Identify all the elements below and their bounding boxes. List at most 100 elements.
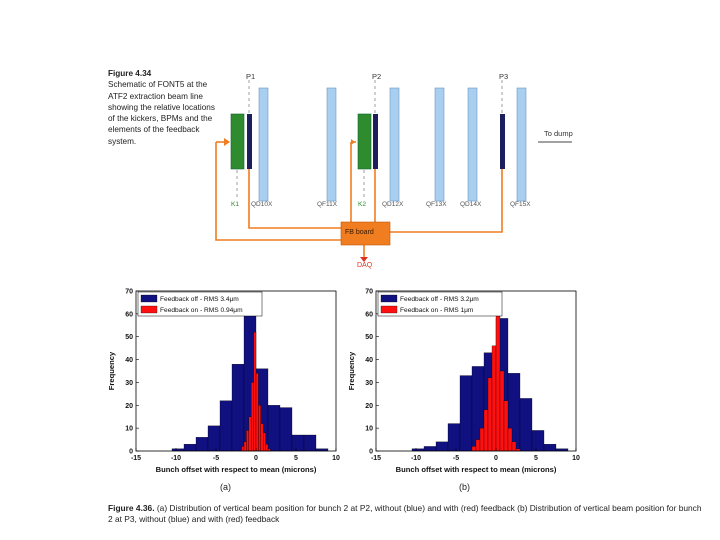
legend-entry: Feedback on - RMS 1μm [400,307,474,314]
legend-entry: Feedback off - RMS 3.4μm [160,296,239,303]
legend-swatch [140,294,158,303]
y-tick-label: 30 [125,380,133,387]
bar-feedback-off-1 [183,443,197,452]
label-k1: K1 [231,201,239,208]
bar-feedback-on-10 [511,441,517,452]
bar-feedback-on-3 [248,416,252,452]
bar-feedback-off-3 [447,423,461,452]
y-tick-label: 20 [365,403,373,410]
bar-feedback-on-8 [503,400,509,452]
bar-feedback-off-3 [207,425,221,452]
bar-feedback-on-0 [241,446,245,452]
beamline-elements [230,87,527,202]
y-tick-label: 10 [125,426,133,433]
label-qf15x: QF15X [510,201,531,208]
x-tick-label: -5 [453,455,459,462]
y-tick-label: 0 [129,449,133,456]
label-fb-board: FB board [345,229,374,236]
label-to-dump: To dump [544,129,573,138]
x-tick-label: 10 [332,455,340,462]
bar-feedback-off-4 [459,375,473,452]
schematic-caption-title: Figure 4.34 [108,69,152,78]
y-axis-label: Frequency [347,351,356,390]
bar-feedback-on-5 [491,345,497,452]
y-tick-label: 30 [365,380,373,387]
bar-feedback-off-10 [531,430,545,452]
histogram-caption-text: (a) Distribution of vertical beam positi… [108,503,702,524]
x-tick-label: -15 [371,455,381,462]
bar-feedback-on-2 [479,427,485,452]
bpm-p2 [373,114,378,169]
x-tick-label: -10 [411,455,421,462]
x-tick-label: 5 [534,455,538,462]
histogram-caption-prefix: Figure 4.36. [108,503,155,513]
legend-swatch [380,305,398,314]
x-tick-label: 0 [254,455,258,462]
label-qd12x: QD12X [382,201,404,208]
plot-frame [135,290,337,452]
bpm-p3 [500,114,505,169]
histogram-b: -15 -10 -5 0 5 10 0 10 20 30 40 50 60 70 Bunch offset … [347,289,580,475]
bar-feedback-off-4 [219,400,233,452]
y-tick-label: 70 [125,289,133,296]
y-tick-label: 50 [365,334,373,341]
bar-feedback-on-4 [251,382,254,452]
bar-feedback-off-11 [543,443,557,452]
font5-schematic [215,80,572,262]
quad-qf11x [326,87,337,202]
bar-feedback-on-3 [483,409,489,452]
x-axis-label: Bunch offset with respect to mean (micro… [396,465,557,474]
panel-label-b: (b) [459,482,470,492]
bar-feedback-on-7 [258,405,261,452]
x-tick-label: 5 [294,455,298,462]
bar-feedback-off-1 [423,446,437,452]
bar-feedback-off-2 [435,441,449,452]
bar-feedback-off-9 [279,407,293,452]
y-axis-label: Frequency [107,351,116,390]
quad-qd10x [258,87,269,202]
y-tick-label: 10 [365,426,373,433]
bar-feedback-on-6 [495,313,501,452]
label-daq: DAQ [357,262,373,269]
y-tick-label: 0 [369,449,373,456]
bpm-p1 [247,114,252,169]
schematic-caption-body: Schematic of FONT5 at the ATF2 extractio… [108,80,215,146]
bar-feedback-on-4 [487,377,493,452]
y-tick-label: 50 [125,334,133,341]
label-p2: P2 [372,72,382,81]
y-tick-label: 60 [125,311,133,318]
bar-feedback-off-11 [303,434,317,452]
panel-label-a: (a) [220,482,231,492]
x-tick-label: 0 [494,455,498,462]
label-qd14x: QD14X [460,201,482,208]
quad-qd14x [467,87,478,202]
x-tick-label: -5 [213,455,219,462]
legend-entry: Feedback off - RMS 3.2μm [400,296,479,303]
dashed-guides [236,80,503,198]
feedback-cables [215,141,503,257]
quad-qd12x [389,87,400,202]
bar-feedback-on-5 [253,331,257,452]
legend: Feedback off - RMS 3.2μm Feedback on - RM… [377,291,503,317]
y-tick-label: 40 [365,357,373,364]
label-k2: K2 [358,201,366,208]
kicker-k2 [357,113,372,170]
bar-feedback-off-8 [267,405,281,452]
quad-qf13x [434,87,445,202]
histogram-a: -15 -10 -5 0 5 10 0 10 20 30 40 50 60 70 Bunch offset … [107,289,340,475]
bar-feedback-on-6 [255,373,259,452]
y-tick-label: 60 [365,311,373,318]
label-p1: P1 [246,72,256,81]
y-tick-label: 20 [125,403,133,410]
x-tick-label: 10 [572,455,580,462]
y-tick-label: 40 [125,357,133,364]
bar-feedback-on-9 [263,432,266,452]
bar-feedback-on-2 [246,430,249,452]
legend-swatch [380,294,398,303]
x-tick-label: -15 [131,455,141,462]
bar-feedback-on-7 [499,370,505,452]
bar-feedback-on-1 [243,441,247,452]
bar-feedback-off-9 [519,398,533,452]
bar-feedback-on-0 [471,446,477,452]
bar-feedback-on-1 [475,439,481,452]
